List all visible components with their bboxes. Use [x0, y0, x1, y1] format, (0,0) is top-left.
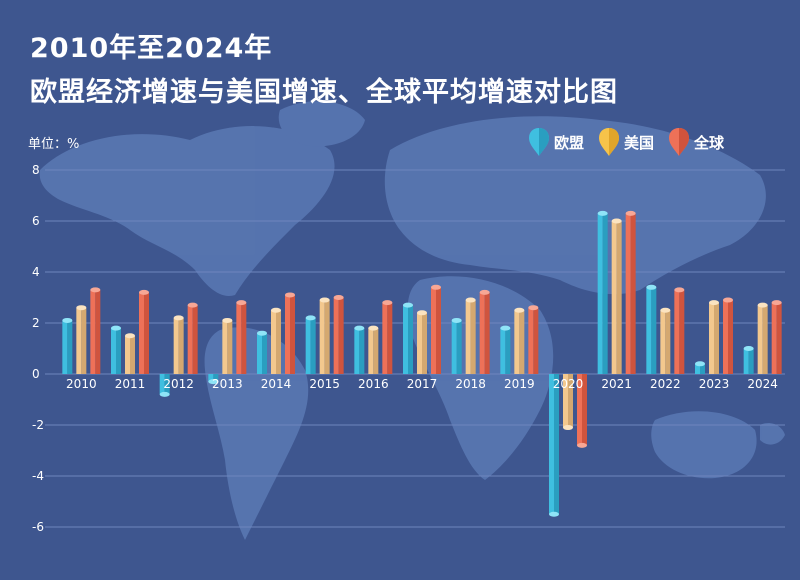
greenland-shape	[278, 101, 365, 147]
legend-label-us: 美国	[624, 133, 655, 152]
bar	[465, 297, 476, 374]
bar	[695, 361, 705, 374]
legend-label-world: 全球	[694, 133, 725, 152]
australia-shape	[651, 411, 757, 479]
south-america-shape	[204, 327, 309, 540]
x-tick-label: 2024	[747, 377, 778, 391]
x-tick-label: 2012	[163, 377, 194, 391]
bar	[479, 289, 490, 374]
y-tick-label: -4	[32, 469, 44, 483]
bar	[208, 374, 219, 385]
bar	[500, 325, 511, 374]
bar	[285, 292, 295, 374]
bar	[257, 330, 267, 374]
x-tick-label: 2017	[407, 377, 438, 391]
bar	[76, 305, 87, 374]
x-tick-label: 2018	[455, 377, 486, 391]
x-tick-label: 2019	[504, 377, 535, 391]
bar	[597, 210, 608, 374]
bar	[187, 302, 198, 374]
x-tick-label: 2021	[601, 377, 632, 391]
bar	[709, 300, 719, 374]
bar	[674, 287, 685, 374]
x-tick-label: 2011	[115, 377, 146, 391]
bar	[305, 315, 316, 374]
x-tick-label: 2023	[699, 377, 730, 391]
bar	[417, 310, 427, 374]
chart-title-line-1: 2010年至2024年	[30, 33, 273, 64]
bar	[757, 302, 768, 374]
y-tick-label: 6	[32, 214, 40, 228]
bar	[723, 297, 733, 374]
us-pin-icon	[599, 128, 620, 156]
x-tick-label: 2013	[212, 377, 243, 391]
chart-title-line-2: 欧盟经济增速与美国增速、全球平均增速对比图	[30, 77, 618, 108]
x-tick-label: 2020	[553, 377, 584, 391]
bar	[222, 317, 233, 374]
bar	[771, 300, 782, 374]
bar	[236, 300, 247, 374]
bar	[514, 307, 525, 374]
y-tick-label: 2	[32, 316, 40, 330]
bar	[611, 218, 622, 374]
x-tick-label: 2010	[66, 377, 97, 391]
bar	[111, 325, 121, 374]
bar	[354, 325, 365, 374]
bar	[563, 374, 573, 431]
bar	[382, 300, 393, 374]
eu-pin-icon	[529, 128, 549, 156]
bar	[319, 297, 330, 374]
eurasia-shape	[384, 116, 766, 295]
y-tick-label: 4	[32, 265, 40, 279]
bar	[660, 307, 671, 374]
bar	[159, 374, 170, 397]
legend-item-eu: 欧盟	[528, 127, 584, 157]
x-tick-label: 2015	[309, 377, 340, 391]
island-shape	[760, 423, 785, 445]
bar	[333, 295, 344, 374]
x-tick-label: 2014	[261, 377, 292, 391]
bar	[743, 346, 754, 374]
bar	[451, 317, 462, 374]
unit-label: 单位：%	[28, 137, 80, 152]
bar	[368, 325, 379, 374]
bar	[646, 284, 657, 374]
x-tick-label: 2022	[650, 377, 681, 391]
y-tick-label: -2	[32, 418, 44, 432]
legend: 欧盟 美国 全球	[528, 127, 724, 157]
bar	[90, 287, 101, 374]
world-pin-icon	[669, 128, 690, 156]
x-tick-label: 2016	[358, 377, 389, 391]
bar	[625, 210, 636, 374]
legend-item-world: 全球	[668, 127, 724, 157]
y-tick-label: 8	[32, 163, 40, 177]
bar	[549, 374, 559, 517]
y-tick-label: 0	[32, 367, 40, 381]
legend-label-eu: 欧盟	[554, 133, 585, 152]
bar	[403, 302, 413, 374]
bar	[173, 315, 184, 374]
legend-item-us: 美国	[598, 127, 654, 157]
bar	[62, 317, 73, 374]
bar	[431, 284, 441, 374]
bar	[271, 307, 281, 374]
bar	[577, 374, 587, 448]
bar	[528, 305, 539, 374]
north-america-shape	[39, 126, 335, 296]
bar	[125, 333, 135, 374]
y-tick-label: -6	[32, 520, 44, 534]
bar	[139, 289, 149, 374]
